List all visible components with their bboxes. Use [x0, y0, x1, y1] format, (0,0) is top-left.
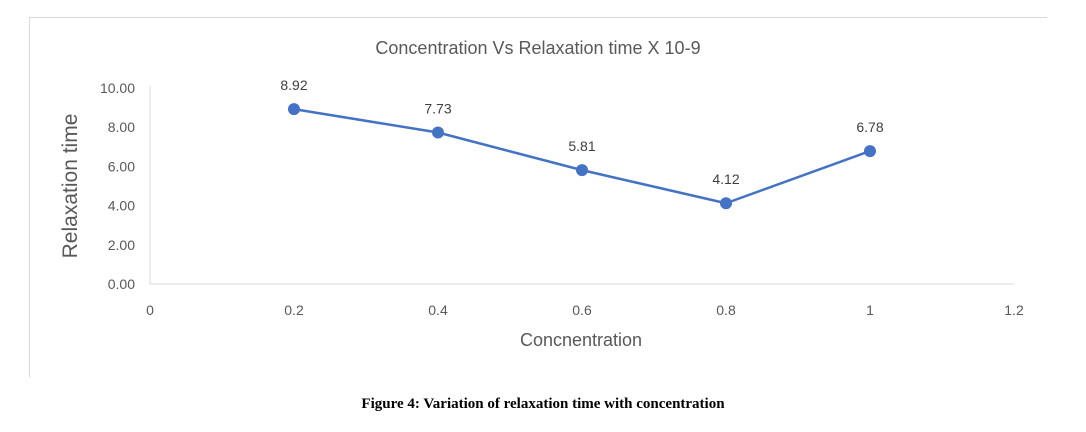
data-point: [864, 145, 876, 158]
data-label: 8.92: [280, 77, 307, 93]
chart-title: Concentration Vs Relaxation time X 10-9: [375, 38, 700, 58]
x-tick-label: 0: [146, 302, 154, 318]
y-axis-title: Relaxation time: [59, 114, 82, 259]
chart-frame: [29, 17, 1047, 377]
x-tick-label: 0.6: [572, 302, 592, 318]
data-point: [576, 164, 588, 177]
plot-area: 0.00 2.00 4.00 6.00 8.00 10.00 0 0.2 0.4 0.6 0.8 1 1…: [100, 77, 1024, 318]
data-label: 5.81: [568, 138, 595, 154]
data-label: 7.73: [424, 100, 451, 116]
y-tick-label: 6.00: [108, 158, 135, 174]
data-point: [432, 126, 444, 139]
x-tick-label: 0.8: [716, 302, 736, 318]
x-tick-label: 1.2: [1004, 302, 1024, 318]
x-tick-label: 0.2: [284, 302, 304, 318]
series-line: [293, 107, 871, 205]
y-tick-label: 0.00: [108, 276, 135, 292]
x-axis-title: Concnentration: [520, 330, 642, 350]
data-label: 6.78: [856, 119, 883, 135]
data-point: [720, 197, 732, 210]
y-tick-label: 8.00: [108, 119, 135, 135]
y-tick-label: 4.00: [108, 198, 135, 214]
x-tick-label: 1: [866, 302, 874, 318]
y-tick-label: 10.00: [100, 80, 135, 96]
data-point: [288, 103, 300, 116]
figure-caption: Figure 4: Variation of relaxation time w…: [361, 396, 725, 412]
data-label: 4.12: [712, 171, 739, 187]
y-tick-label: 2.00: [108, 237, 135, 253]
x-tick-label: 0.4: [428, 302, 448, 318]
